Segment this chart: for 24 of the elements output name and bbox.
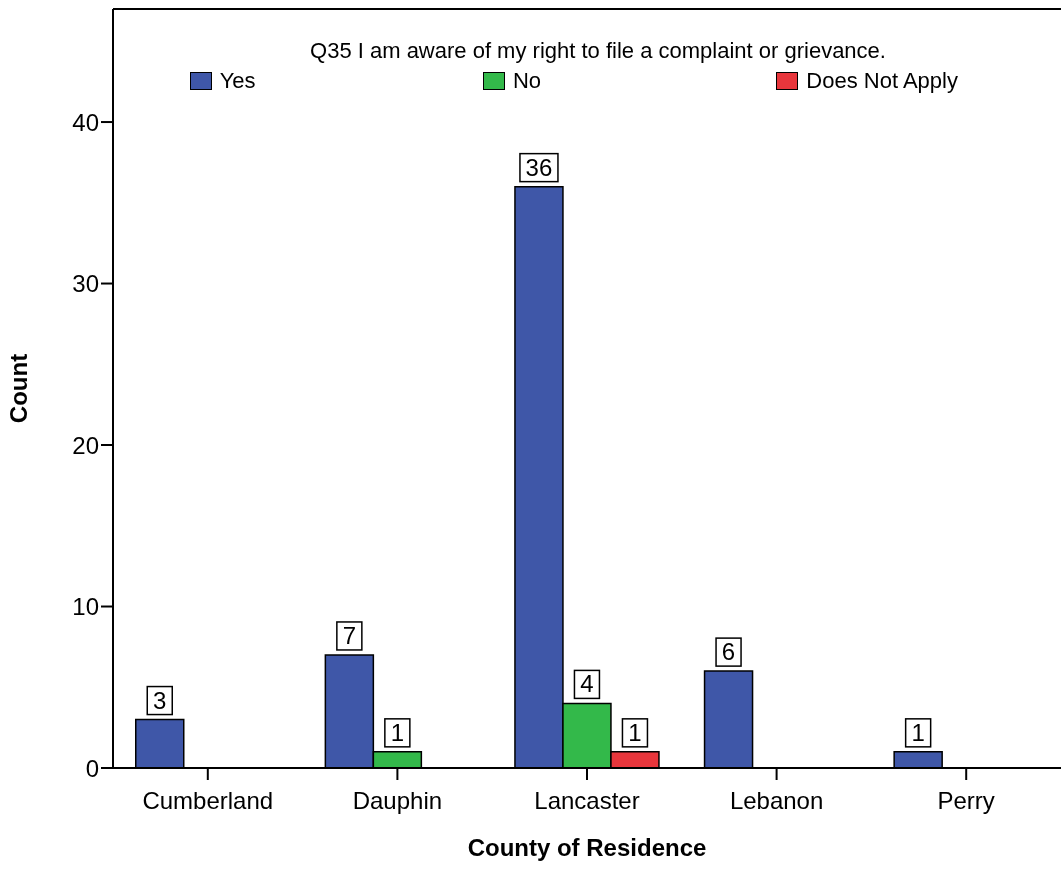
x-tick-label: Perry [937,787,995,815]
data-label: 36 [525,153,553,181]
x-tick-label: Lancaster [534,787,640,815]
y-tick-label: 20 [72,431,99,459]
text: Q35 I am aware of my right to file a complaint or grievance. [309,38,887,64]
legend-label: Yes [218,68,257,94]
data-label: 7 [342,621,357,649]
data-label: 1 [911,718,925,746]
data-label: 1 [628,718,642,746]
y-tick-label: 0 [85,754,99,782]
x-tick-label: Cumberland [142,787,274,815]
data-label: 1 [390,718,405,746]
x-tick-label: Dauphin [352,787,443,815]
x-tick-label: Lebanon [729,787,824,815]
data-label: 3 [153,686,167,714]
y-tick-label: 40 [72,108,99,136]
legend-label: Does Not Apply [805,68,959,94]
y-axis-title: Count [4,353,32,424]
x-axis-title: County of Residence [467,834,707,861]
y-tick-label: 30 [72,270,99,298]
data-label: 6 [721,638,736,666]
y-tick-label: 10 [72,593,99,621]
legend-label: No [512,68,543,94]
data-label: 4 [580,670,594,698]
